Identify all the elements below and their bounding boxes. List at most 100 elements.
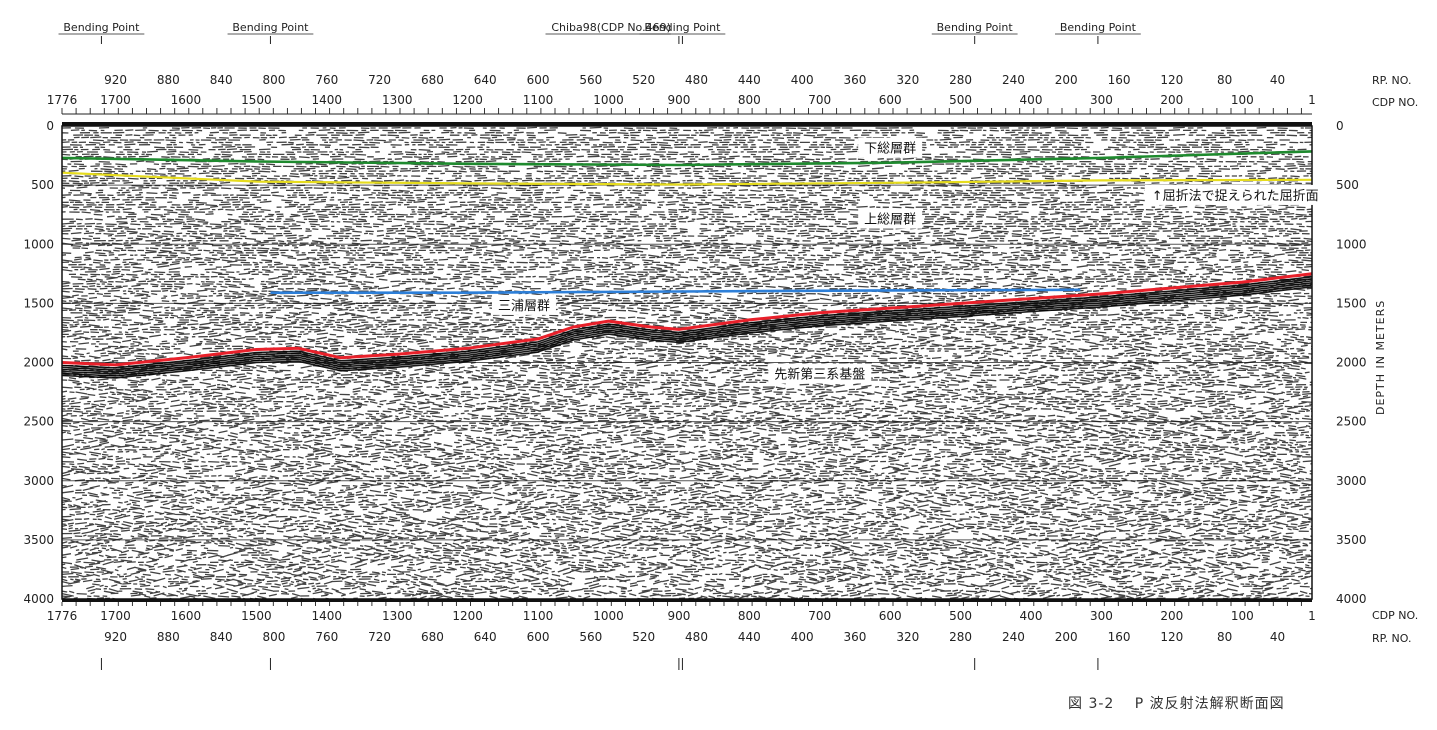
bending-points: Bending Point Bending Point Chiba98(CDP No… [58, 21, 1141, 670]
rp-tick-label-top: 560 [579, 73, 602, 87]
cdp-tick-label-bottom: 200 [1160, 609, 1183, 623]
rp-tick-label-bottom: 120 [1160, 630, 1183, 644]
rp-tick-label-top: 280 [949, 73, 972, 87]
depth-tick-label-right: 4000 [1336, 592, 1367, 606]
cdp-axis-name-bottom: CDP NO. [1372, 609, 1418, 622]
figure-caption: 図 3-2 P 波反射法解釈断面図 [1068, 696, 1285, 712]
depth-tick-label-right: 0 [1336, 119, 1344, 133]
cdp-tick-label-bottom: 1600 [171, 609, 202, 623]
cdp-tick-label-top: 300 [1090, 93, 1113, 107]
depth-tick-label-left: 1000 [23, 237, 54, 251]
rp-tick-label-top: 600 [527, 73, 550, 87]
rp-tick-label-top: 920 [104, 73, 127, 87]
depth-tick-label-left: 2000 [23, 356, 54, 370]
rp-tick-label-top: 760 [315, 73, 338, 87]
depth-tick-label-right: 2500 [1336, 415, 1367, 429]
rp-tick-label-bottom: 760 [315, 630, 338, 644]
cdp-tick-label-bottom: 1200 [452, 609, 483, 623]
bending-point-label: Chiba98(CDP No.469) [551, 21, 671, 34]
horizon-line-3 [61, 272, 1313, 367]
cdp-tick-label-bottom: 1700 [100, 609, 131, 623]
cdp-minor-ticks [61, 108, 1302, 606]
depth-tick-label-left: 1500 [23, 296, 54, 310]
rp-tick-label-bottom: 200 [1055, 630, 1078, 644]
annotation-1: ↑屈折法で捉えられた屈折面 [1144, 184, 1326, 205]
rp-tick-label-bottom: 160 [1108, 630, 1131, 644]
rp-axis-name-top: RP. NO. [1372, 74, 1412, 87]
cdp-tick-label-bottom: 1500 [241, 609, 272, 623]
cdp-tick-label-top: 100 [1231, 93, 1254, 107]
depth-tick-label-right: 3500 [1336, 533, 1367, 547]
cdp-tick-label-bottom: 700 [808, 609, 831, 623]
rp-tick-label-top: 480 [685, 73, 708, 87]
rp-tick-label-bottom: 360 [844, 630, 867, 644]
depth-tick-label-right: 2000 [1336, 356, 1367, 370]
rp-tick-label-top: 120 [1160, 73, 1183, 87]
cdp-tick-label-bottom: 1776 [47, 609, 78, 623]
depth-tick-label-left: 3500 [23, 533, 54, 547]
seismic-traces [62, 126, 1312, 599]
cdp-tick-label-bottom: 800 [738, 609, 761, 623]
annotation-box [768, 363, 872, 384]
depth-tick-label-right: 1000 [1336, 237, 1367, 251]
rp-tick-label-bottom: 680 [421, 630, 444, 644]
horizon-line-2 [270, 288, 1081, 294]
depth-tick-label-left: 0 [46, 119, 54, 133]
cdp-tick-label-top: 1700 [100, 93, 131, 107]
rp-tick-label-top: 40 [1270, 73, 1285, 87]
rp-tick-label-top: 80 [1217, 73, 1232, 87]
cdp-tick-label-bottom: 1300 [382, 609, 413, 623]
bending-point-label: Bending Point [232, 21, 309, 34]
cdp-tick-label-bottom: 1 [1308, 609, 1316, 623]
interpreted-horizons [61, 150, 1313, 367]
rp-tick-label-top: 800 [263, 73, 286, 87]
annotation-box [1144, 184, 1326, 205]
depth-tick-label-right: 3000 [1336, 474, 1367, 488]
annotation-box [858, 137, 923, 158]
depth-tick-label-right: 500 [1336, 178, 1359, 192]
cdp-tick-label-top: 1200 [452, 93, 483, 107]
depth-axis-label: DEPTH IN METERS [1374, 300, 1387, 415]
rp-tick-label-top: 880 [157, 73, 180, 87]
annotation-box [491, 294, 556, 315]
cdp-tick-label-bottom: 500 [949, 609, 972, 623]
depth-tick-label-left: 3000 [23, 474, 54, 488]
cdp-tick-label-top: 1400 [312, 93, 343, 107]
annotation-0: 下総層群 [858, 137, 923, 158]
annotation-4: 先新第三系基盤 [768, 363, 872, 384]
cdp-tick-label-top: 1 [1308, 93, 1316, 107]
cdp-tick-label-top: 700 [808, 93, 831, 107]
rp-tick-label-bottom: 520 [632, 630, 655, 644]
rp-tick-label-top: 680 [421, 73, 444, 87]
annotation-text: ↑屈折法で捉えられた屈折面 [1152, 189, 1319, 204]
basement-reflector-band [62, 276, 1312, 379]
cdp-tick-label-bottom: 400 [1020, 609, 1043, 623]
cdp-tick-label-top: 600 [879, 93, 902, 107]
rp-tick-label-bottom: 840 [210, 630, 233, 644]
cdp-tick-label-top: 1600 [171, 93, 202, 107]
cdp-tick-label-top: 900 [667, 93, 690, 107]
rp-tick-label-top: 240 [1002, 73, 1025, 87]
cdp-tick-label-top: 500 [949, 93, 972, 107]
rp-tick-label-bottom: 480 [685, 630, 708, 644]
annotation-text: 上総層群 [864, 213, 916, 228]
horizon-line-0 [61, 150, 1313, 167]
annotation-2: 上総層群 [858, 208, 923, 229]
bending-point-label: Bending Point [1060, 21, 1137, 34]
rp-tick-label-bottom: 560 [579, 630, 602, 644]
cdp-tick-label-bottom: 100 [1231, 609, 1254, 623]
annotation-text: 三浦層群 [498, 299, 550, 314]
annotation-text: 下総層群 [864, 142, 916, 157]
depth-tick-label-right: 1500 [1336, 296, 1367, 310]
rp-tick-label-bottom: 400 [791, 630, 814, 644]
trace-texture [62, 126, 1312, 599]
rp-tick-label-top: 520 [632, 73, 655, 87]
cdp-tick-label-bottom: 600 [879, 609, 902, 623]
rp-tick-label-top: 360 [844, 73, 867, 87]
rp-tick-label-top: 440 [738, 73, 761, 87]
top-bar [62, 122, 1312, 126]
cdp-tick-label-top: 1000 [593, 93, 624, 107]
